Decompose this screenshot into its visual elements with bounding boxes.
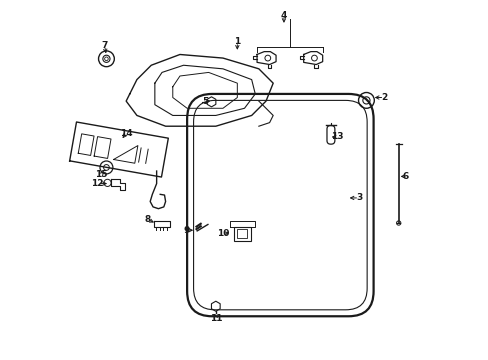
Text: 9: 9 — [183, 226, 190, 235]
Text: 8: 8 — [144, 215, 150, 224]
Text: 10: 10 — [216, 229, 229, 238]
Bar — [233, 226, 250, 241]
Text: 6: 6 — [402, 172, 408, 181]
Text: 15: 15 — [95, 170, 107, 179]
Text: 4: 4 — [280, 10, 286, 19]
Text: 13: 13 — [331, 132, 343, 141]
Text: 2: 2 — [381, 93, 386, 102]
Bar — [237, 229, 247, 238]
Text: 7: 7 — [101, 41, 108, 50]
Text: 5: 5 — [202, 96, 208, 105]
Text: 14: 14 — [120, 129, 132, 138]
Text: 11: 11 — [209, 314, 222, 323]
Text: 1: 1 — [234, 37, 240, 46]
Text: 3: 3 — [355, 193, 362, 202]
Text: 12: 12 — [91, 179, 103, 188]
